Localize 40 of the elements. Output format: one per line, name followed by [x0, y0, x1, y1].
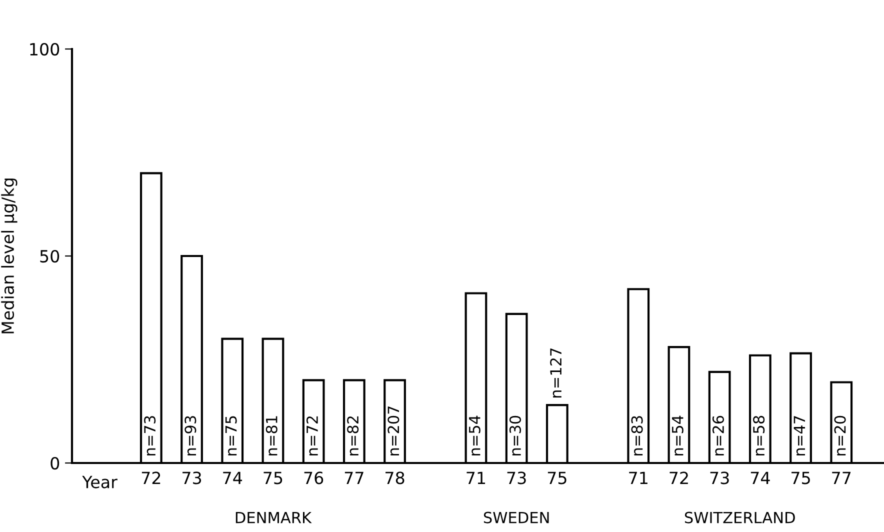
x-tick-label: 73	[182, 472, 202, 484]
x-tick-label: 72	[670, 472, 688, 484]
x-tick-label: 73	[507, 472, 526, 484]
x-tick-label: 77	[832, 472, 851, 484]
text: SWITZERLAND	[684, 512, 795, 524]
annotation: n=73	[144, 416, 156, 456]
annotation: n=207	[388, 406, 400, 456]
x-tick-label: 72	[142, 472, 160, 484]
x-tick-label: 74	[750, 472, 770, 484]
x-tick-label: 74	[223, 472, 242, 484]
text: SWEDEN	[484, 512, 549, 524]
x-tick-label: 78	[386, 472, 404, 484]
x-tick-label: 71	[466, 472, 486, 484]
x-tick-label: 71	[629, 472, 648, 484]
annotation: n=58	[753, 416, 765, 456]
annotation: n=83	[631, 416, 643, 456]
x-tick-label: 77	[344, 472, 364, 484]
x-tick-label: 73	[710, 472, 729, 484]
annotation: n=75	[225, 416, 237, 456]
annotation: n=93	[184, 416, 196, 456]
annotation: n=26	[712, 416, 724, 456]
x-tick-label: 75	[264, 472, 282, 484]
y-tick-label: 100	[30, 42, 60, 56]
annotation: n=54	[469, 416, 480, 456]
annotation: n=30	[509, 416, 522, 456]
annotation: n=82	[347, 416, 359, 456]
annotation: n=54	[672, 416, 684, 456]
y-tick-label: 0	[50, 456, 60, 470]
x-tick-label: 75	[548, 472, 566, 484]
x-tick-label: 75	[792, 472, 810, 484]
x-axis-title: Year	[82, 476, 118, 488]
text: DENMARK	[236, 512, 312, 524]
annotation: n=20	[834, 416, 846, 456]
y-axis-title: Median level µg/kg	[1, 178, 18, 334]
annotation: n=81	[266, 416, 278, 456]
annotation: n=127	[550, 348, 562, 398]
annotation: n=47	[794, 416, 805, 456]
x-tick-label: 76	[304, 472, 324, 484]
annotation: n=72	[306, 416, 318, 456]
y-tick-label: 50	[40, 250, 60, 263]
